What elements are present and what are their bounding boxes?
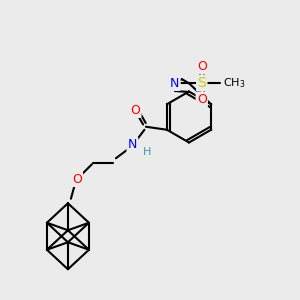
Text: N: N — [170, 77, 179, 90]
Text: O: O — [197, 93, 207, 106]
Text: S: S — [197, 76, 206, 90]
Text: N: N — [128, 138, 137, 151]
Text: O: O — [72, 173, 82, 186]
Text: CH$_3$: CH$_3$ — [223, 76, 245, 90]
Text: H: H — [143, 147, 151, 157]
Text: O: O — [197, 60, 207, 73]
Text: O: O — [130, 104, 140, 117]
